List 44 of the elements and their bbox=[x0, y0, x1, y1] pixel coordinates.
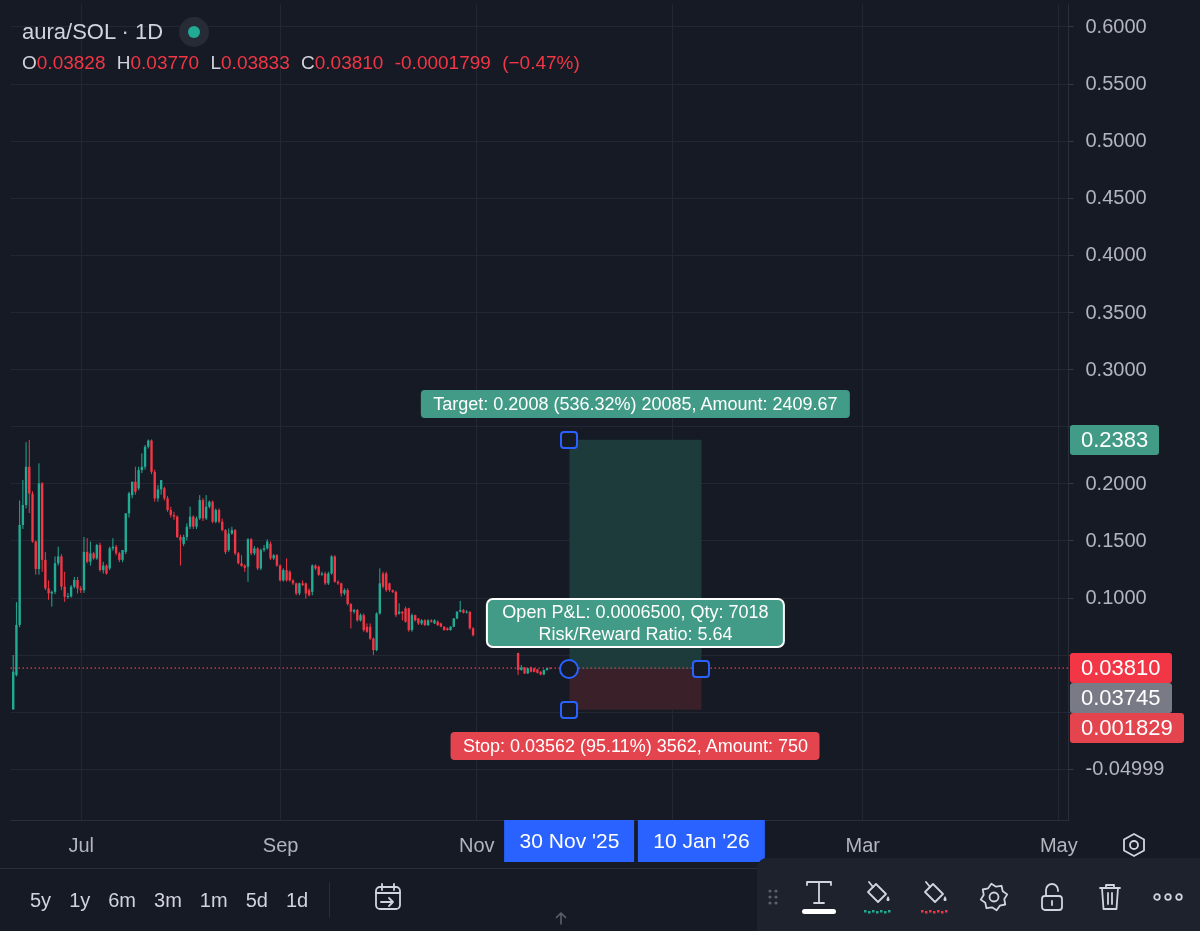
x-tick-label: Sep bbox=[262, 833, 299, 856]
text: aura/SOL · 1D bbox=[22, 18, 164, 46]
x-tick-label: Nov bbox=[459, 833, 495, 856]
y-tick-label: 0.4500 bbox=[1085, 186, 1147, 209]
x-tick-label: Jul bbox=[68, 833, 95, 856]
text: 0.03745 bbox=[1070, 683, 1172, 714]
text: 5d bbox=[244, 888, 269, 912]
ref-line-label: 0.03810 bbox=[1070, 653, 1172, 684]
candlestick bbox=[89, 541, 92, 567]
text: 30 Nov '25 bbox=[504, 820, 635, 862]
y-tick-label: 0.3500 bbox=[1085, 300, 1147, 323]
annotation: Stop: 0.03562 (95.11%) 3562, Amount: 750 bbox=[451, 731, 820, 760]
text: 10 Jan '26 bbox=[638, 820, 765, 862]
y-tick-label: 0.1500 bbox=[1085, 528, 1147, 551]
text: 1y bbox=[68, 888, 92, 912]
candlestick bbox=[227, 527, 230, 553]
y-tick-label: 0.5500 bbox=[1085, 72, 1147, 95]
candlestick bbox=[134, 466, 137, 496]
candlestick bbox=[397, 602, 401, 616]
x-tick-label: Mar bbox=[845, 833, 881, 856]
text: 0.2383 bbox=[1070, 424, 1160, 455]
candlestick bbox=[256, 546, 259, 571]
annotation: Target: 0.2008 (536.32%) 20085, Amount: 2409.67 bbox=[421, 389, 850, 418]
text: 1m bbox=[198, 888, 229, 912]
text: O0.03828 H0.03770 L0.03833 C0.03810 -0.0001799 (−0.47%) bbox=[22, 52, 580, 73]
annotation: Open P&L: 0.0006500, Qty: 7018 Risk/Reward Ratio: 5.64 bbox=[486, 597, 785, 648]
x-tick-label: May bbox=[1039, 833, 1078, 856]
text: 1d bbox=[284, 888, 310, 912]
text: 5y bbox=[29, 888, 53, 912]
candlestick bbox=[352, 608, 356, 615]
y-tick-label: 0.3000 bbox=[1085, 357, 1147, 380]
candlestick bbox=[269, 541, 272, 561]
text: 3m bbox=[153, 888, 183, 912]
y-tick-label: 0.6000 bbox=[1085, 15, 1147, 37]
text: 0.001829 bbox=[1070, 713, 1184, 744]
y-tick-label: -0.04999 bbox=[1085, 757, 1165, 780]
y-tick-label: 0.5000 bbox=[1085, 129, 1147, 152]
candlestick bbox=[465, 609, 468, 615]
text: 6m bbox=[107, 888, 138, 912]
y-tick-label: 0.4000 bbox=[1085, 243, 1147, 266]
candlestick bbox=[285, 557, 288, 583]
candlestick bbox=[211, 499, 214, 524]
y-tick-label: 0.1000 bbox=[1085, 586, 1147, 609]
y-tick-label: 0.2000 bbox=[1085, 471, 1147, 494]
